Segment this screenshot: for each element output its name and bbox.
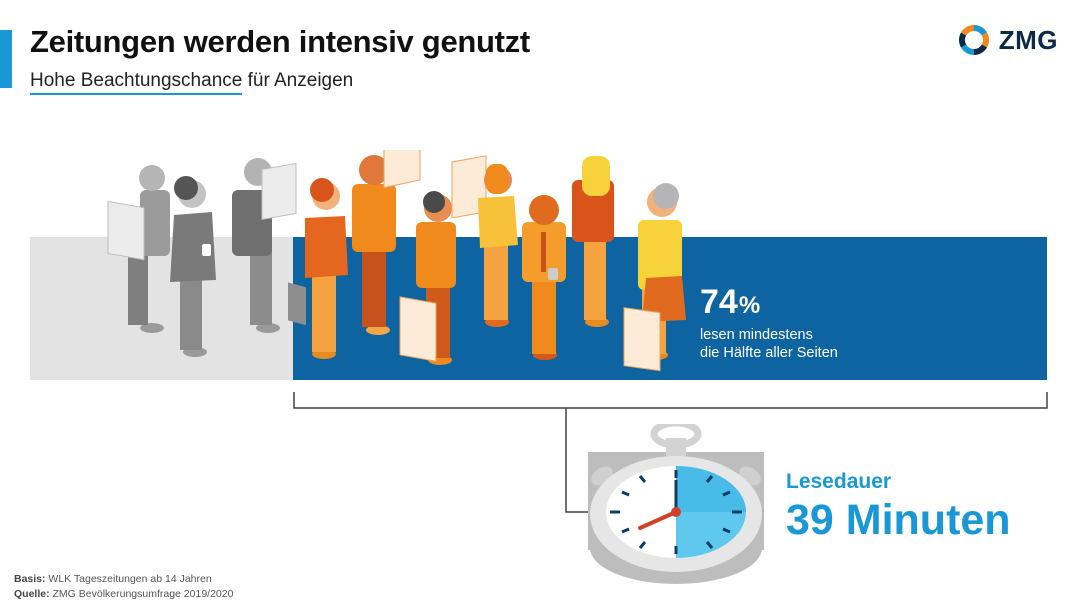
- title-accent-bar: [0, 30, 12, 88]
- newspaper-readers-illustration: [107, 150, 686, 372]
- reading-time-value: 39 Minuten: [786, 496, 1011, 544]
- logo-text: ZMG: [998, 24, 1058, 55]
- reading-time-label: Lesedauer: [786, 470, 892, 493]
- stopwatch-icon: [588, 424, 764, 584]
- footnote-source: Quelle: ZMG Bevölkerungsumfrage 2019/202…: [14, 588, 233, 600]
- footnote-basis-text: WLK Tageszeitungen ab 14 Jahren: [45, 573, 212, 585]
- percent-sign: %: [738, 292, 761, 319]
- percent-description: lesen mindestens die Hälfte aller Seiten: [700, 326, 838, 362]
- footnote-source-text: ZMG Bevölkerungsumfrage 2019/2020: [49, 588, 234, 600]
- percent-desc-line1: lesen mindestens: [700, 327, 813, 343]
- zmg-ring-logo-icon: [958, 24, 989, 56]
- person-orange-3: [399, 155, 487, 365]
- subtitle-rest: für Anzeigen: [242, 70, 354, 91]
- page-title: Zeitungen werden intensiv genutzt: [30, 24, 530, 59]
- person-gray-1: [107, 165, 170, 333]
- person-orange-2: [352, 150, 421, 335]
- gray-people-group: [107, 158, 297, 357]
- percent-value: 74%: [700, 283, 760, 322]
- percent-number: 74: [700, 283, 738, 321]
- person-gray-2: [170, 176, 216, 357]
- orange-people-group: [288, 150, 686, 372]
- zmg-logo: ZMG: [957, 22, 1058, 58]
- person-gray-3: [232, 158, 297, 333]
- page-subtitle: Hohe Beachtungschance für Anzeigen: [30, 70, 354, 95]
- subtitle-highlight: Hohe Beachtungschance: [30, 70, 243, 95]
- person-orange-1: [288, 178, 348, 359]
- person-orange-4: [478, 164, 518, 327]
- person-orange-5: [522, 195, 566, 360]
- percent-desc-line2: die Hälfte aller Seiten: [700, 345, 838, 361]
- person-orange-6: [572, 156, 614, 327]
- footnote-source-label: Quelle:: [14, 588, 50, 600]
- bracket: [293, 392, 1048, 409]
- person-orange-7: [623, 183, 686, 372]
- footnote-basis-label: Basis:: [14, 573, 46, 585]
- footnote-basis: Basis: WLK Tageszeitungen ab 14 Jahren: [14, 573, 212, 585]
